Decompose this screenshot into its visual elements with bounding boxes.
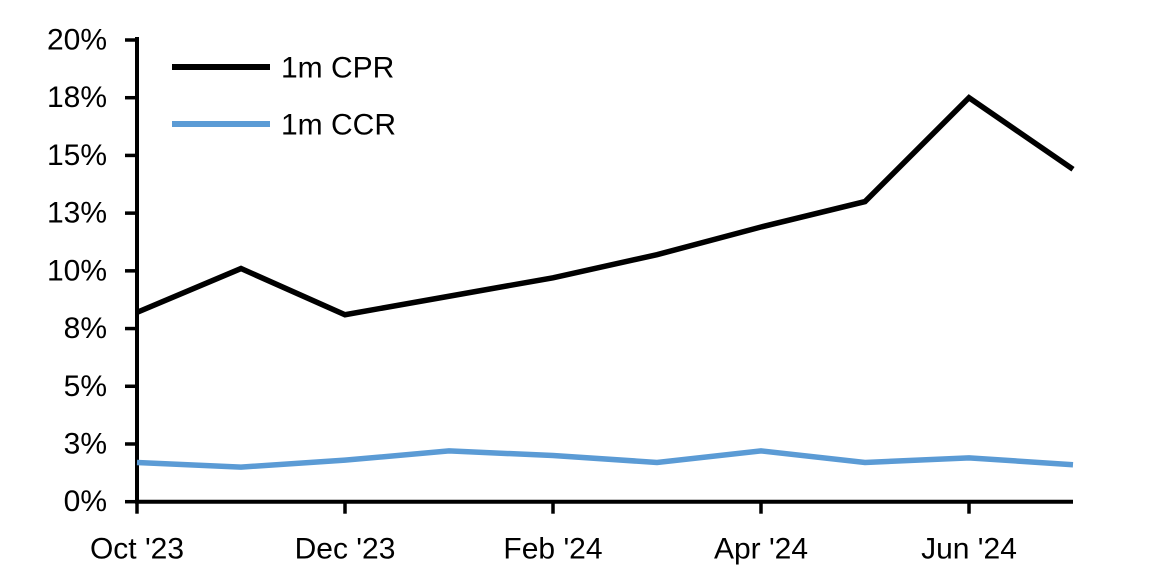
cpr-line: [135, 94, 1075, 318]
x-tick-label: Jun '24: [921, 533, 1017, 566]
y-tick-label: 10%: [47, 254, 107, 287]
series-lines: [135, 94, 1075, 470]
ccr-line: [136, 448, 1074, 470]
legend-item-ccr: 1m CCR: [172, 109, 396, 142]
y-tick-label: 8%: [64, 312, 107, 345]
y-axis-ticks: 0% 3% 5% 8% 10% 13% 15% 18% 20%: [47, 24, 137, 518]
y-tick-label: 18%: [47, 81, 107, 114]
x-tick-label: Oct '23: [90, 533, 184, 566]
x-tick-label: Dec '23: [295, 533, 396, 566]
y-tick-label: 13%: [47, 197, 107, 230]
ccr-legend-label: 1m CCR: [281, 109, 396, 142]
x-axis-ticks: Oct '23 Dec '23 Feb '24 Apr '24 Jun '24: [90, 501, 1017, 566]
y-tick-label: 3%: [64, 427, 107, 460]
x-tick-label: Feb '24: [503, 533, 602, 566]
legend: 1m CPR 1m CCR: [172, 52, 396, 142]
y-tick-label: 0%: [64, 485, 107, 518]
x-tick-label: Apr '24: [714, 533, 808, 566]
cpr-legend-label: 1m CPR: [281, 52, 394, 85]
legend-item-cpr: 1m CPR: [172, 52, 394, 85]
y-tick-label: 20%: [47, 24, 107, 57]
y-tick-label: 15%: [47, 139, 107, 172]
y-tick-label: 5%: [64, 370, 107, 403]
